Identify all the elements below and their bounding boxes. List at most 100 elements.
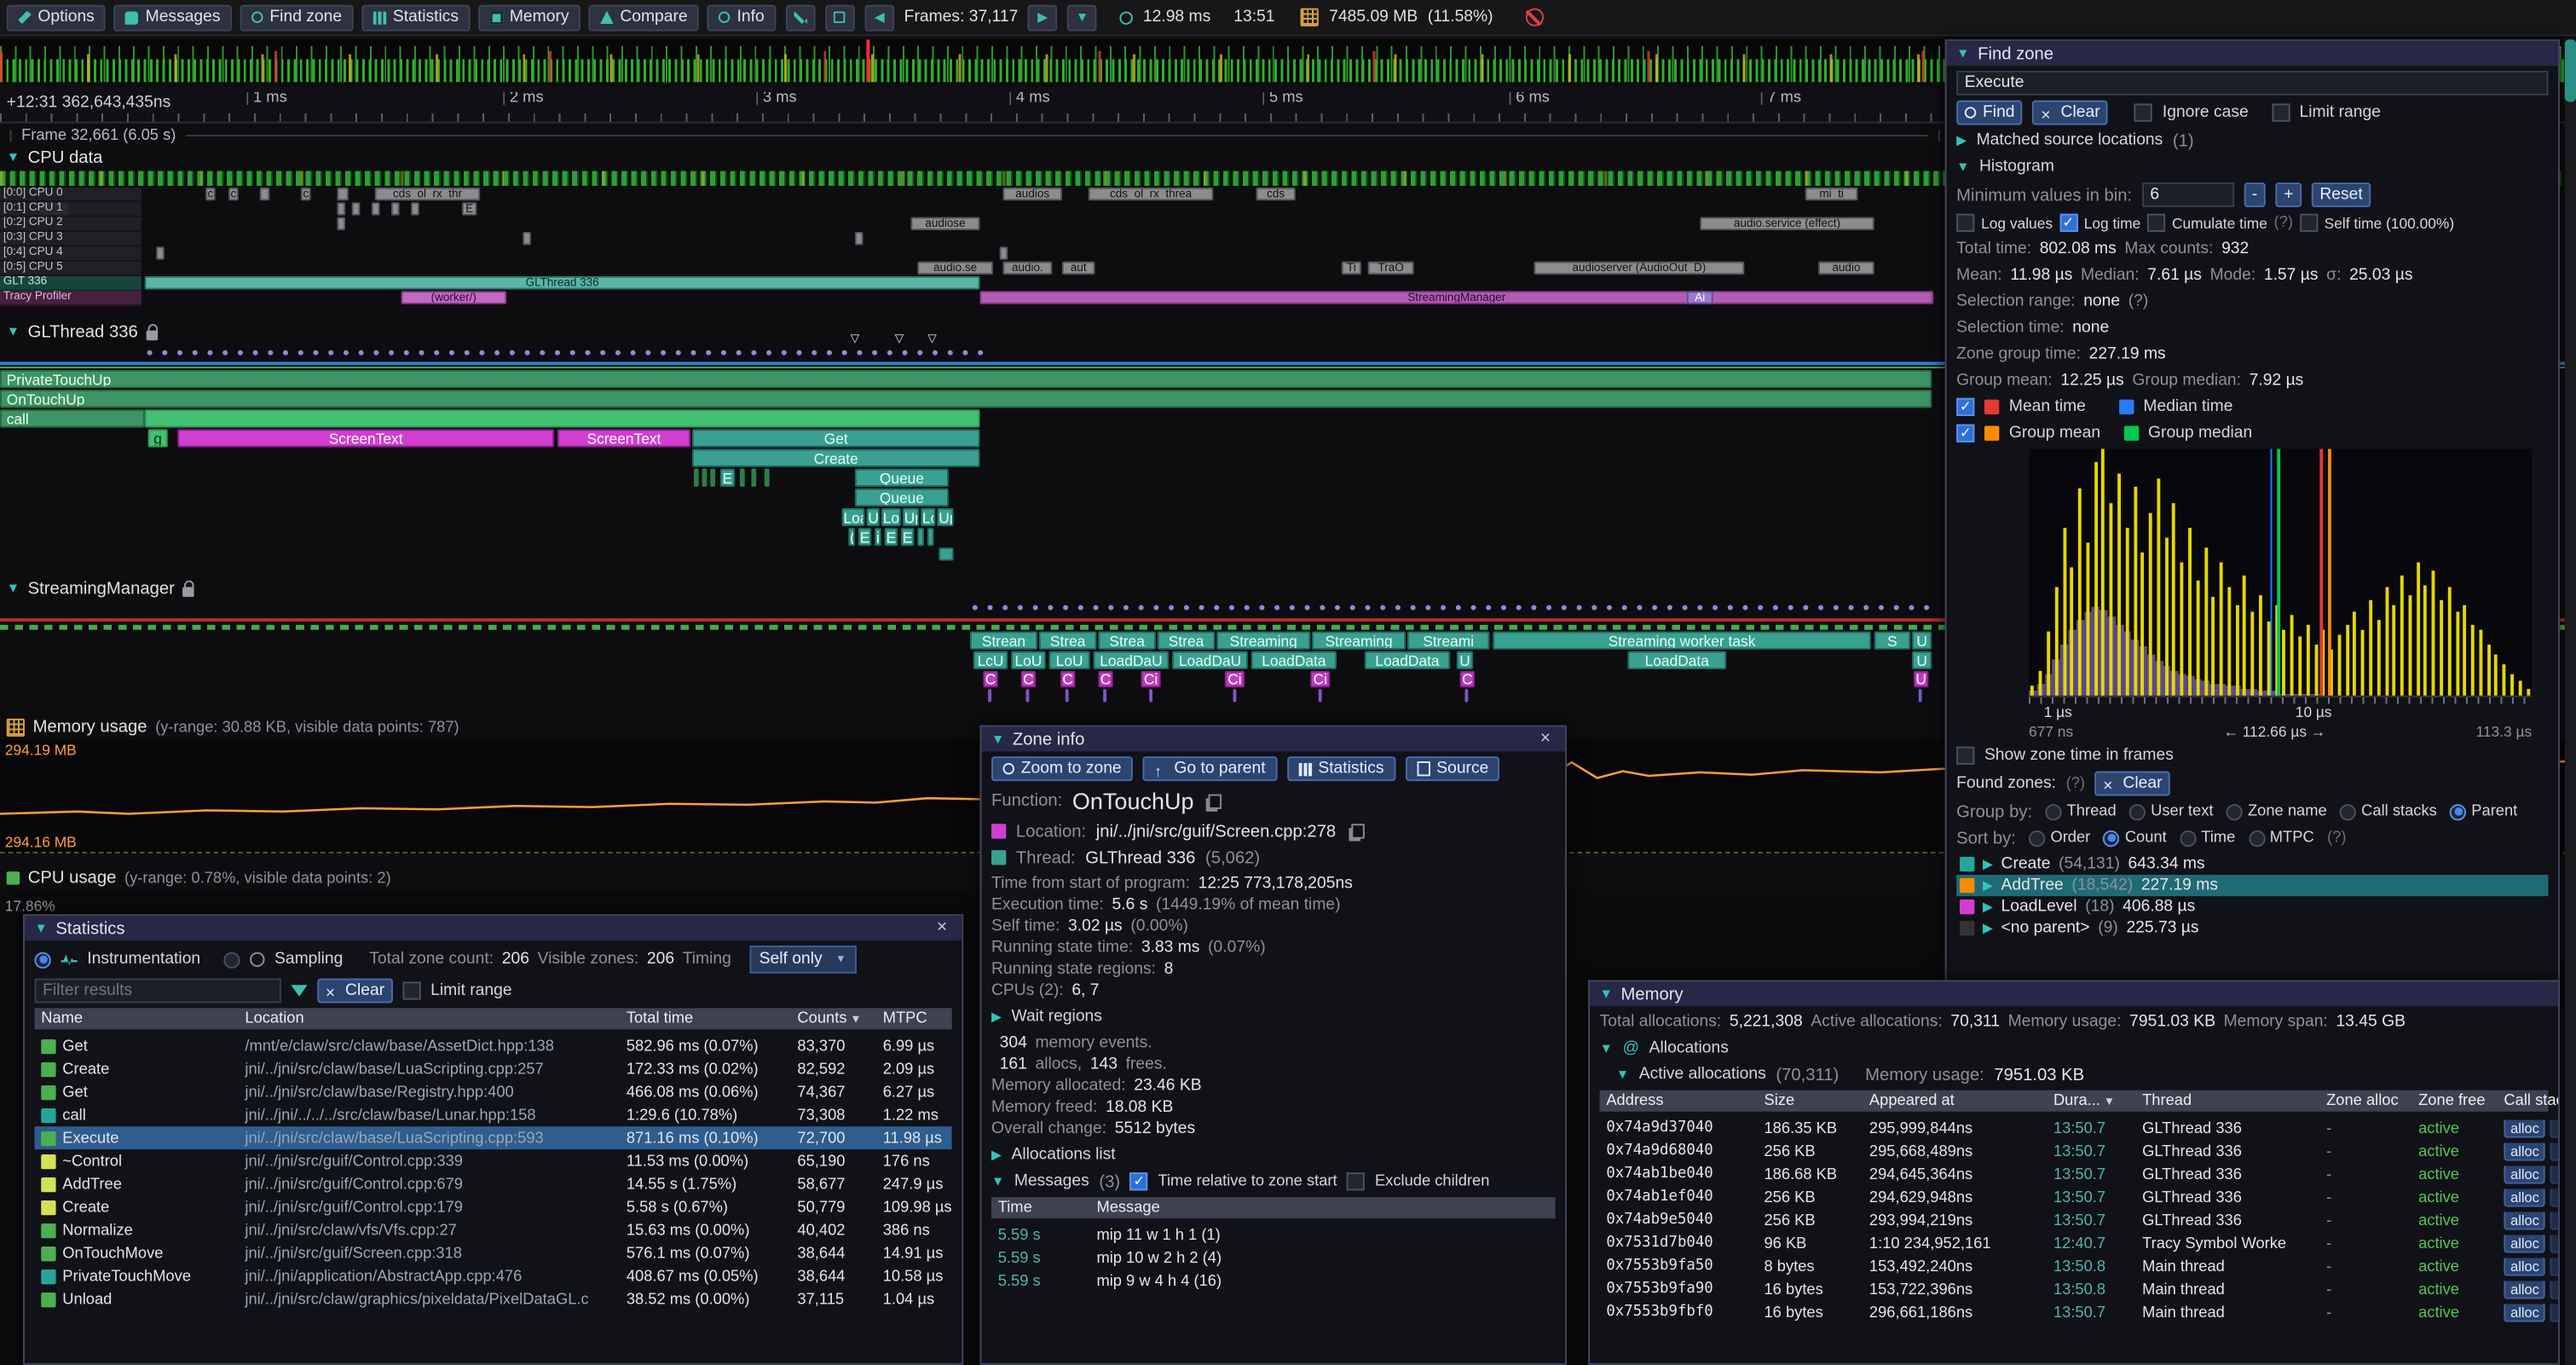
alloc-callstack-button[interactable]: alloc xyxy=(2504,1303,2546,1322)
timeline-zone[interactable]: S xyxy=(1874,631,1911,650)
timeline-zone[interactable]: Ci xyxy=(1224,670,1245,688)
timeline-zone[interactable]: GLThread 336 xyxy=(144,276,980,290)
timeline-zone[interactable]: OnTouchUp xyxy=(0,390,1932,408)
statistics-row[interactable]: PrivateTouchMove jni/../jni/application/… xyxy=(35,1264,952,1287)
self-time-checkbox[interactable] xyxy=(2299,213,2318,232)
memory-usage-header[interactable]: Memory usage (y-range: 30.88 KB, visible… xyxy=(6,717,459,737)
toolbar-button[interactable]: Info xyxy=(707,3,777,31)
allocation-row[interactable]: 0x7553b9fbf0 16 bytes 296,661,186ns 13:5… xyxy=(1600,1301,2559,1324)
timeline-zone[interactable]: Lo xyxy=(921,507,936,527)
allocation-row[interactable]: 0x74ab9e5040 256 KB 293,994,219ns 13:50.… xyxy=(1600,1209,2559,1232)
toolbar-button[interactable]: Compare xyxy=(588,3,700,31)
copy-icon[interactable] xyxy=(1350,824,1364,839)
decrement-button[interactable]: - xyxy=(2244,182,2267,208)
toolbar-button[interactable]: Messages xyxy=(113,3,233,31)
zone-marker[interactable]: ▽ xyxy=(927,333,937,346)
timeline-zone[interactable]: ScreenText xyxy=(177,429,554,448)
timeline-zone[interactable] xyxy=(156,246,165,260)
allocation-row[interactable]: 0x74a9d37040 186.35 KB 295,999,844ns 13:… xyxy=(1600,1117,2559,1140)
timeline-zone[interactable] xyxy=(927,528,934,547)
memory-titlebar[interactable]: Memory xyxy=(1590,981,2559,1007)
alloc-callstack-button[interactable]: alloc xyxy=(2504,1119,2546,1137)
timeline-zone[interactable] xyxy=(1065,689,1069,703)
allocation-row[interactable]: 0x74a9d68040 256 KB 295,668,489ns 13:50.… xyxy=(1600,1140,2559,1163)
statistics-row[interactable]: Get /mnt/e/claw/src/claw/base/AssetDict.… xyxy=(35,1034,952,1057)
timeline-zone[interactable]: LoadDaU xyxy=(1172,651,1248,669)
timeline-zone[interactable] xyxy=(1103,689,1107,703)
wait-regions-toggle[interactable]: Wait regions xyxy=(991,1006,1556,1027)
timeline-zone[interactable]: U xyxy=(1456,651,1474,669)
timeline-zone[interactable]: audio.service (effect) xyxy=(1700,217,1874,231)
timeline-zone[interactable] xyxy=(1025,689,1030,703)
timeline-zone[interactable]: TraO xyxy=(1367,261,1414,275)
zone-marker[interactable]: ▽ xyxy=(894,333,904,346)
timeline-zone[interactable]: Get xyxy=(691,429,980,448)
timeline-zone[interactable]: LcU xyxy=(973,651,1008,669)
clear-filter-button[interactable]: Clear xyxy=(317,978,393,1004)
free-callstack-button[interactable]: [free] xyxy=(2550,1234,2559,1252)
timeline-zone[interactable] xyxy=(854,231,863,246)
timeline-zone[interactable]: audiose xyxy=(910,217,980,231)
close-icon[interactable] xyxy=(933,919,952,937)
alloc-callstack-button[interactable]: alloc xyxy=(2504,1188,2546,1206)
timeline-zone[interactable] xyxy=(1918,689,1922,703)
timeline-zone[interactable]: U xyxy=(1914,670,1929,688)
timeline-zone[interactable]: E xyxy=(461,202,477,216)
timeline-zone[interactable]: StreamingManager xyxy=(979,291,1934,304)
timeline-zone[interactable]: Streaming worker task xyxy=(1493,631,1871,650)
zone-info-titlebar[interactable]: Zone info xyxy=(981,726,1566,752)
toolbar-button[interactable]: Statistics xyxy=(361,3,471,31)
allocation-row[interactable]: 0x74ab1be040 186.68 KB 294,645,364ns 13:… xyxy=(1600,1163,2559,1186)
timeline-zone[interactable]: U xyxy=(1912,651,1932,669)
group-by-option[interactable]: Call stacks xyxy=(2340,802,2437,820)
timeline-zone[interactable]: E xyxy=(884,528,898,547)
timeline-zone[interactable] xyxy=(351,202,361,216)
timeline-zone[interactable]: LoadData xyxy=(1627,651,1727,669)
min-bin-input[interactable] xyxy=(2141,182,2234,208)
disconnect-icon[interactable] xyxy=(1526,8,1545,26)
frame-menu-button[interactable] xyxy=(1067,3,1097,31)
messages-table-header[interactable]: Time Message xyxy=(991,1197,1556,1219)
timeline-zone[interactable] xyxy=(1149,689,1153,703)
ruler-tick[interactable]: 4 ms xyxy=(1009,92,1082,106)
next-frame-button[interactable] xyxy=(1027,3,1058,31)
sampling-radio[interactable] xyxy=(223,951,240,969)
ruler-tick[interactable]: 5 ms xyxy=(1262,92,1335,106)
active-allocations-toggle[interactable]: Active allocations (70,311) Memory usage… xyxy=(1600,1064,2549,1085)
timeline-zone[interactable]: Ti xyxy=(1341,261,1361,275)
timeline-zone[interactable]: Streami xyxy=(1406,631,1490,650)
group-by-option[interactable]: Thread xyxy=(2045,802,2117,820)
location-value[interactable]: jni/../jni/src/guif/Screen.cpp:278 xyxy=(1095,821,1337,842)
timeline-zone[interactable]: ScreenText xyxy=(557,429,691,448)
toolbar-button[interactable]: Options xyxy=(6,3,107,31)
find-zone-titlebar[interactable]: Find zone xyxy=(1946,41,2559,67)
free-callstack-button[interactable]: [free] xyxy=(2550,1165,2559,1183)
allocation-row[interactable]: 0x7553b9fa90 16 bytes 153,722,396ns 13:5… xyxy=(1600,1278,2559,1301)
histogram-plot[interactable] xyxy=(2029,448,2533,697)
memory-table-header[interactable]: Address Size Appeared at Dura... Thread … xyxy=(1599,1090,2558,1112)
timeline-zone[interactable]: i xyxy=(875,528,881,547)
zone-marker[interactable]: ▽ xyxy=(850,333,860,346)
timeline-zone[interactable]: C xyxy=(1020,670,1037,688)
timeline-zone[interactable]: Ai xyxy=(1686,291,1713,304)
matched-locations-toggle[interactable]: Matched source locations (1) xyxy=(1956,130,2548,151)
scrollbar-thumb[interactable] xyxy=(2564,39,2576,102)
zoom-frame-button[interactable] xyxy=(825,3,855,31)
timeline-zone[interactable] xyxy=(259,187,270,201)
timeline-zone[interactable]: Streaming xyxy=(1216,631,1311,650)
clear-found-button[interactable]: Clear xyxy=(2094,771,2171,796)
show-zone-time-checkbox[interactable] xyxy=(1956,746,1975,765)
glthread-header[interactable]: GLThread 336 xyxy=(7,322,158,342)
sort-by-option[interactable]: Time xyxy=(2180,829,2235,847)
message-row[interactable]: 5.59 s mip 10 w 2 h 2 (4) xyxy=(997,1248,1222,1268)
timeline-zone[interactable] xyxy=(710,468,715,487)
sort-by-option[interactable]: Order xyxy=(2029,829,2090,847)
toolbar-button[interactable]: Memory xyxy=(478,3,581,31)
timeline-zone[interactable]: audio. xyxy=(1002,261,1053,275)
message-row[interactable]: 5.59 s mip 11 w 1 h 1 (1) xyxy=(997,1225,1221,1245)
timeline-zone[interactable] xyxy=(371,202,380,216)
timing-select[interactable]: Self only xyxy=(749,946,857,974)
sort-by-option[interactable]: MTPC xyxy=(2248,829,2314,847)
go-to-parent-button[interactable]: Go to parent xyxy=(1142,756,1278,782)
cpu-activity-strip[interactable] xyxy=(0,171,2576,186)
